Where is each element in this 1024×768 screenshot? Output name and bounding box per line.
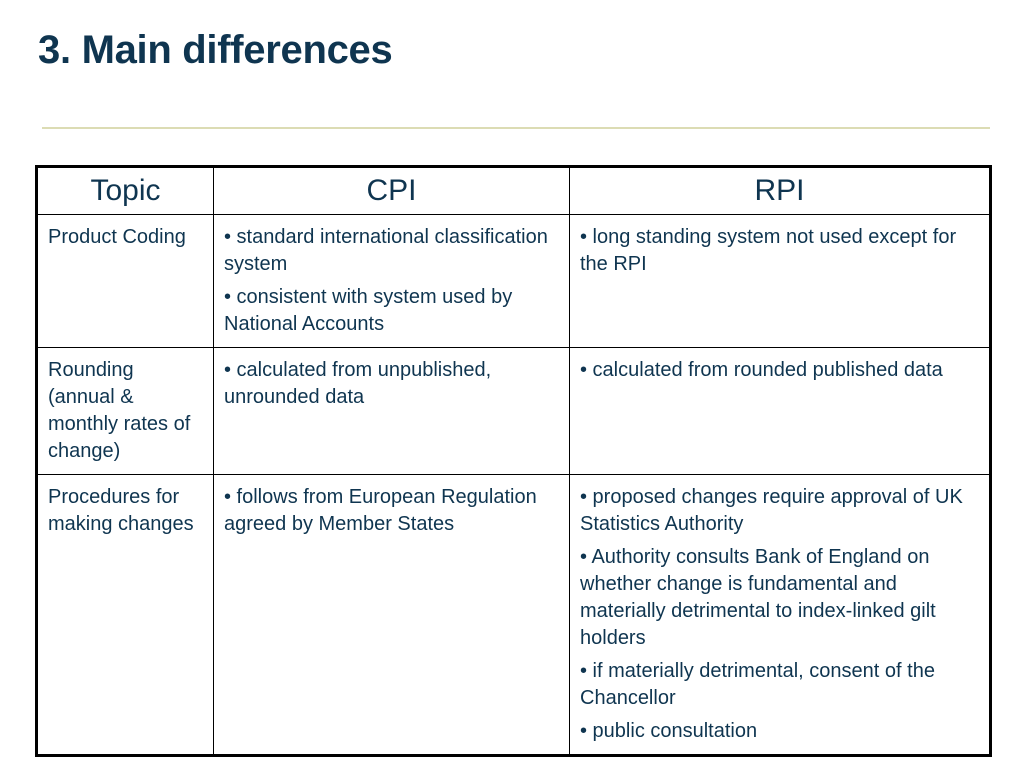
cpi-cell: • follows from European Regulation agree… bbox=[213, 474, 570, 756]
bullet-item: • public consultation bbox=[580, 720, 758, 742]
cpi-cell: • calculated from unpublished, unrounded… bbox=[213, 347, 570, 475]
bullet-item: • Authority consults Bank of England on … bbox=[580, 546, 936, 649]
header-row: Topic CPI RPI bbox=[36, 166, 991, 215]
table-row: Rounding (annual & monthly rates of chan… bbox=[36, 347, 991, 475]
cpi-cell: • standard international classification … bbox=[213, 214, 570, 348]
table-row: Procedures for making changes • follows … bbox=[36, 474, 991, 756]
differences-table: Topic CPI RPI Product Coding • standard … bbox=[35, 165, 992, 757]
rpi-cell: • proposed changes require approval of U… bbox=[569, 474, 991, 756]
bullet-item: • follows from European Regulation agree… bbox=[224, 486, 537, 535]
bullet-item: • calculated from rounded published data bbox=[580, 359, 943, 381]
table-row: Product Coding • standard international … bbox=[36, 214, 991, 348]
page-title: 3. Main differences bbox=[38, 28, 393, 72]
header-topic: Topic bbox=[36, 166, 214, 215]
bullet-item: • standard international classification … bbox=[224, 226, 548, 275]
bullet-item: • if materially detrimental, consent of … bbox=[580, 660, 935, 709]
rpi-cell: • calculated from rounded published data bbox=[569, 347, 991, 475]
topic-cell: Product Coding bbox=[36, 214, 214, 348]
topic-cell: Procedures for making changes bbox=[36, 474, 214, 756]
bullet-item: • proposed changes require approval of U… bbox=[580, 486, 963, 535]
header-rpi: RPI bbox=[569, 166, 991, 215]
bullet-item: • consistent with system used by Nationa… bbox=[224, 286, 513, 335]
header-cpi: CPI bbox=[213, 166, 570, 215]
rpi-cell: • long standing system not used except f… bbox=[569, 214, 991, 348]
bullet-item: • calculated from unpublished, unrounded… bbox=[224, 359, 492, 408]
topic-cell: Rounding (annual & monthly rates of chan… bbox=[36, 347, 214, 475]
title-divider bbox=[42, 127, 990, 129]
bullet-item: • long standing system not used except f… bbox=[580, 226, 957, 275]
